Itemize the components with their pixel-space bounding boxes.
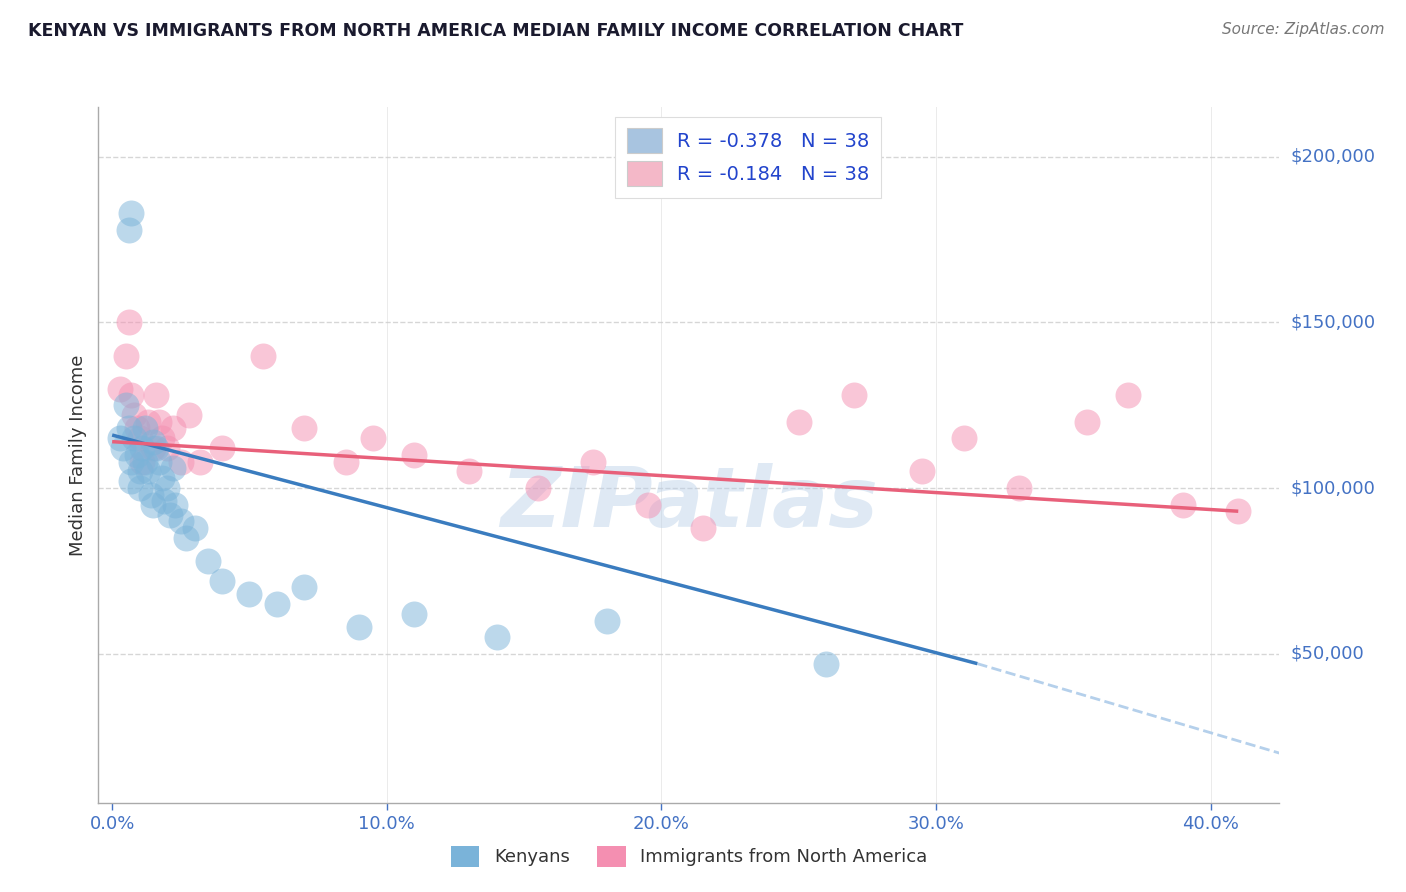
- Point: [162, 461, 184, 475]
- Point: [156, 481, 179, 495]
- Point: [177, 408, 200, 422]
- Point: [170, 514, 193, 528]
- Point: [120, 206, 142, 220]
- Point: [122, 408, 145, 422]
- Point: [1007, 481, 1029, 495]
- Point: [238, 587, 260, 601]
- Point: [266, 597, 288, 611]
- Point: [787, 415, 810, 429]
- Point: [120, 388, 142, 402]
- Point: [159, 508, 181, 522]
- Point: [527, 481, 550, 495]
- Point: [294, 421, 316, 435]
- Point: [211, 442, 233, 456]
- Point: [335, 454, 357, 468]
- Point: [110, 382, 132, 396]
- Point: [125, 421, 148, 435]
- Text: $200,000: $200,000: [1291, 148, 1375, 166]
- Point: [115, 349, 138, 363]
- Point: [952, 431, 974, 445]
- Point: [294, 581, 316, 595]
- Point: [145, 388, 167, 402]
- Point: [1227, 504, 1250, 518]
- Point: [1173, 498, 1195, 512]
- Point: [120, 475, 142, 489]
- Point: [153, 494, 176, 508]
- Legend: Kenyans, Immigrants from North America: Kenyans, Immigrants from North America: [443, 838, 935, 874]
- Point: [150, 431, 173, 445]
- Point: [117, 222, 139, 236]
- Text: $150,000: $150,000: [1291, 313, 1375, 332]
- Point: [458, 465, 481, 479]
- Point: [637, 498, 659, 512]
- Point: [842, 388, 865, 402]
- Point: [134, 454, 156, 468]
- Text: ZIPatlas: ZIPatlas: [501, 463, 877, 544]
- Point: [815, 657, 838, 671]
- Point: [183, 521, 205, 535]
- Point: [170, 454, 193, 468]
- Point: [150, 471, 173, 485]
- Point: [120, 454, 142, 468]
- Point: [162, 421, 184, 435]
- Point: [122, 431, 145, 445]
- Point: [131, 454, 153, 468]
- Point: [197, 554, 219, 568]
- Point: [911, 465, 934, 479]
- Point: [595, 614, 617, 628]
- Point: [148, 415, 170, 429]
- Point: [131, 442, 153, 456]
- Point: [128, 481, 150, 495]
- Text: Source: ZipAtlas.com: Source: ZipAtlas.com: [1222, 22, 1385, 37]
- Point: [142, 434, 165, 449]
- Point: [117, 421, 139, 435]
- Point: [148, 454, 170, 468]
- Point: [125, 448, 148, 462]
- Point: [134, 421, 156, 435]
- Point: [404, 607, 426, 621]
- Point: [361, 431, 384, 445]
- Point: [156, 442, 179, 456]
- Point: [349, 620, 371, 634]
- Point: [211, 574, 233, 588]
- Y-axis label: Median Family Income: Median Family Income: [69, 354, 87, 556]
- Point: [692, 521, 714, 535]
- Text: $100,000: $100,000: [1291, 479, 1375, 497]
- Point: [142, 442, 165, 456]
- Text: KENYAN VS IMMIGRANTS FROM NORTH AMERICA MEDIAN FAMILY INCOME CORRELATION CHART: KENYAN VS IMMIGRANTS FROM NORTH AMERICA …: [28, 22, 963, 40]
- Point: [404, 448, 426, 462]
- Point: [165, 498, 187, 512]
- Point: [128, 465, 150, 479]
- Point: [139, 488, 162, 502]
- Point: [145, 442, 167, 456]
- Point: [485, 630, 508, 644]
- Point: [136, 415, 159, 429]
- Point: [176, 531, 198, 545]
- Point: [136, 465, 159, 479]
- Point: [188, 454, 211, 468]
- Point: [1118, 388, 1140, 402]
- Point: [115, 398, 138, 412]
- Point: [117, 315, 139, 329]
- Text: $50,000: $50,000: [1291, 645, 1364, 663]
- Point: [582, 454, 605, 468]
- Point: [142, 498, 165, 512]
- Point: [128, 431, 150, 445]
- Point: [252, 349, 274, 363]
- Point: [110, 431, 132, 445]
- Point: [112, 442, 135, 456]
- Point: [1076, 415, 1098, 429]
